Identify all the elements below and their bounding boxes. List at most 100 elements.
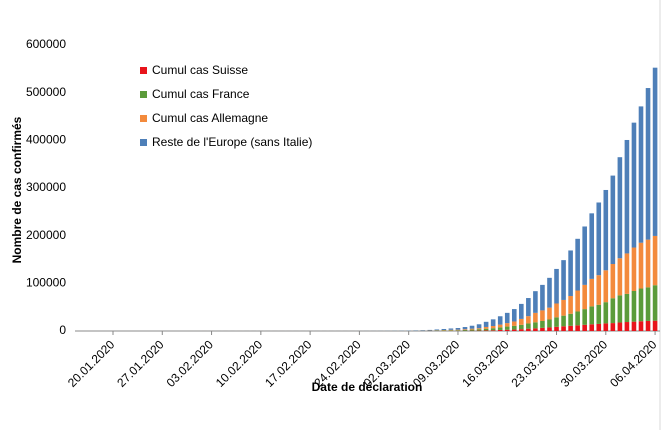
bar-segment <box>554 317 559 327</box>
bar-segment <box>575 290 580 312</box>
bar-segment <box>448 330 454 331</box>
bar-segment <box>483 330 489 331</box>
bar-segment <box>561 315 566 327</box>
bar-segment <box>519 318 524 325</box>
bar-segment <box>596 202 602 276</box>
bar-segment <box>617 258 623 296</box>
bar-segment <box>624 293 630 323</box>
bar-segment <box>469 329 475 331</box>
bar-segment <box>441 328 447 331</box>
bar-segment <box>462 329 468 330</box>
y-tick-label: 100000 <box>26 276 66 290</box>
bar-segment <box>568 295 573 314</box>
bar-segment <box>631 247 637 291</box>
bar-segment <box>631 321 637 331</box>
bar-segment <box>455 328 461 330</box>
bar-segment <box>526 328 531 331</box>
bar-segment <box>540 320 545 328</box>
bar-segment <box>603 270 609 303</box>
bar-segment <box>511 309 517 322</box>
bar-segment <box>582 309 587 325</box>
bar-segment <box>490 328 496 331</box>
bar-segment <box>476 329 482 331</box>
bar-segment <box>511 321 517 326</box>
bar-segment <box>610 323 616 331</box>
bar-segment <box>603 189 609 271</box>
bar-segment <box>533 291 538 313</box>
bar-segment <box>575 238 580 291</box>
bar-segment <box>638 321 644 331</box>
legend-swatch <box>140 115 147 122</box>
bar-segment <box>631 290 637 322</box>
bar-segment <box>497 329 503 331</box>
bar-segment <box>624 322 630 331</box>
bar-segment <box>652 67 658 236</box>
x-axis-title: Date de déclaration <box>312 380 423 394</box>
bar-segment <box>455 330 461 331</box>
bar-segment <box>568 325 573 331</box>
legend-swatch <box>140 91 147 98</box>
y-tick-label: 600000 <box>26 37 66 51</box>
bar-segment <box>483 328 489 331</box>
bar-segment <box>547 307 552 320</box>
legend-label: Cumul cas Suisse <box>152 63 248 77</box>
bar-segment <box>561 326 566 331</box>
bar-segment <box>526 298 531 317</box>
bar-segment <box>610 298 616 324</box>
bar-segment <box>638 242 644 289</box>
bar-segment <box>638 106 644 243</box>
bar-segment <box>540 284 545 311</box>
bar-segment <box>533 312 538 323</box>
bar-segment <box>504 326 510 330</box>
bar-segment <box>483 326 489 329</box>
bar-segment <box>526 323 531 329</box>
bar-segment <box>589 324 595 331</box>
bar-segment <box>610 264 616 299</box>
legend-label: Cumul cas France <box>152 87 250 101</box>
bar-segment <box>547 319 552 328</box>
bar-segment <box>596 323 602 331</box>
bar-segment <box>476 328 482 330</box>
bar-segment <box>554 268 559 304</box>
bar-segment <box>645 239 651 288</box>
legend-label: Reste de l'Europe (sans Italie) <box>152 135 312 149</box>
bar-segment <box>533 322 538 329</box>
bar-segment <box>434 329 440 331</box>
bar-segment <box>652 235 658 286</box>
bar-segment <box>610 175 616 265</box>
bar-segment <box>631 122 637 248</box>
bar-segment <box>561 299 566 316</box>
bar-segment <box>504 312 510 324</box>
bar-segment <box>603 323 609 331</box>
bar-segment <box>554 303 559 318</box>
bar-segment <box>490 326 496 329</box>
legend-label: Cumul cas Allemagne <box>152 111 268 125</box>
bar-segment <box>490 330 496 331</box>
bar-segment <box>624 253 630 294</box>
bar-segment <box>519 324 524 330</box>
bar-segment <box>547 277 552 308</box>
bar-segment <box>547 327 552 331</box>
bar-segment <box>645 88 651 240</box>
bar-segment <box>568 250 573 296</box>
bar-segment <box>617 322 623 331</box>
y-tick-label: 500000 <box>26 85 66 99</box>
bar-segment <box>596 304 602 324</box>
bar-segment <box>568 313 573 326</box>
bar-segment <box>645 287 651 321</box>
bar-segment <box>589 306 595 325</box>
bar-segment <box>519 329 524 331</box>
bar-segment <box>652 320 658 331</box>
bar-segment <box>462 329 468 331</box>
y-tick-label: 400000 <box>26 133 66 147</box>
bar-segment <box>603 302 609 324</box>
y-axis-title: Nombre de cas confirmés <box>10 116 24 263</box>
bar-segment <box>504 323 510 327</box>
bar-segment <box>497 316 503 325</box>
bar-segment <box>540 310 545 321</box>
y-tick-label: 0 <box>59 323 66 337</box>
bar-segment <box>540 327 545 331</box>
bar-segment <box>575 311 580 326</box>
